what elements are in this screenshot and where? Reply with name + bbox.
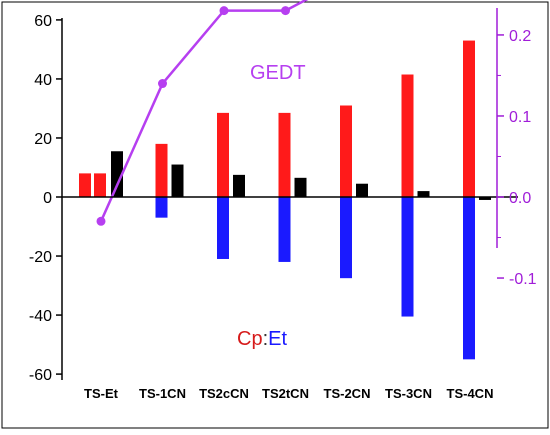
y-left-tick-label: 60 [34,13,52,30]
bar-blue [278,197,291,262]
y-left-tick-label: 0 [43,190,52,207]
bar-black [356,183,368,197]
bar-red [155,143,168,197]
bar-black [417,191,430,197]
y-right-tick-label: -0.1 [509,271,537,288]
bar-black [171,164,184,197]
bar-blue [463,197,475,360]
bar-blue [155,197,168,218]
category-label: TS-4CN [447,386,494,401]
bar-blue [401,197,414,317]
bar-red [401,74,414,197]
bar-red [463,40,475,198]
et-label: Et [268,328,287,350]
bar-red [94,173,106,197]
cp-et-annotation: Cp:Et [237,328,287,350]
bar-black [479,197,491,200]
y-left-tick-label: 40 [34,72,52,89]
category-label: TS-1CN [139,386,186,401]
category-label: TS-3CN [385,386,432,401]
gedt-annotation: GEDT [250,62,306,84]
bar-black [294,177,307,197]
y-right-tick-label: 0.2 [509,28,531,45]
bar-red [217,112,229,197]
y-left-tick-label: -20 [29,249,52,266]
bar-black [111,151,123,197]
y-right-tick-label: 0.0 [509,190,531,207]
y-left-tick-label: -40 [29,308,52,325]
bar-red [79,173,91,197]
y-right-tick-label: 0.1 [509,109,531,126]
category-label: TS-Et [84,386,119,401]
bar-blue [217,197,229,259]
gedt-point [96,216,106,226]
y-left-tick-label: -60 [29,367,52,384]
bar-black [233,174,245,197]
gedt-point [281,6,290,16]
colon-label: : [263,328,269,350]
y-left-tick-label: 20 [34,131,52,148]
category-label: TS2cCN [199,386,249,401]
category-label: TS2tCN [262,386,309,401]
cp-label: Cp [237,328,263,350]
bar-blue [340,197,352,279]
category-label: TS-2CN [324,386,371,401]
gedt-point [158,79,167,89]
bar-red [340,105,352,197]
gedt-point [219,6,229,16]
bar-red [278,112,291,197]
